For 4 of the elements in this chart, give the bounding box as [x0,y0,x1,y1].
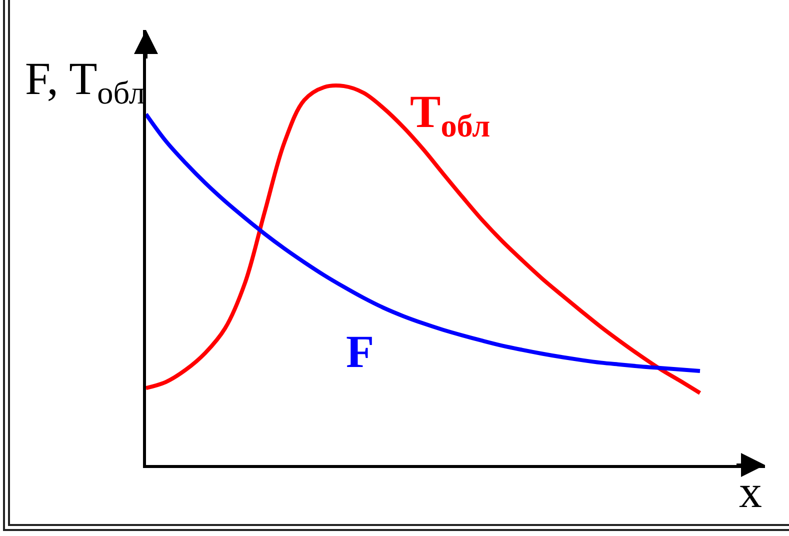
series-label: T$_{обл}$ [410,86,490,144]
series-label: F [346,326,374,377]
x-axis-title: x [739,466,762,517]
y-axis-title: F, T$_{обл}$ [25,53,145,111]
